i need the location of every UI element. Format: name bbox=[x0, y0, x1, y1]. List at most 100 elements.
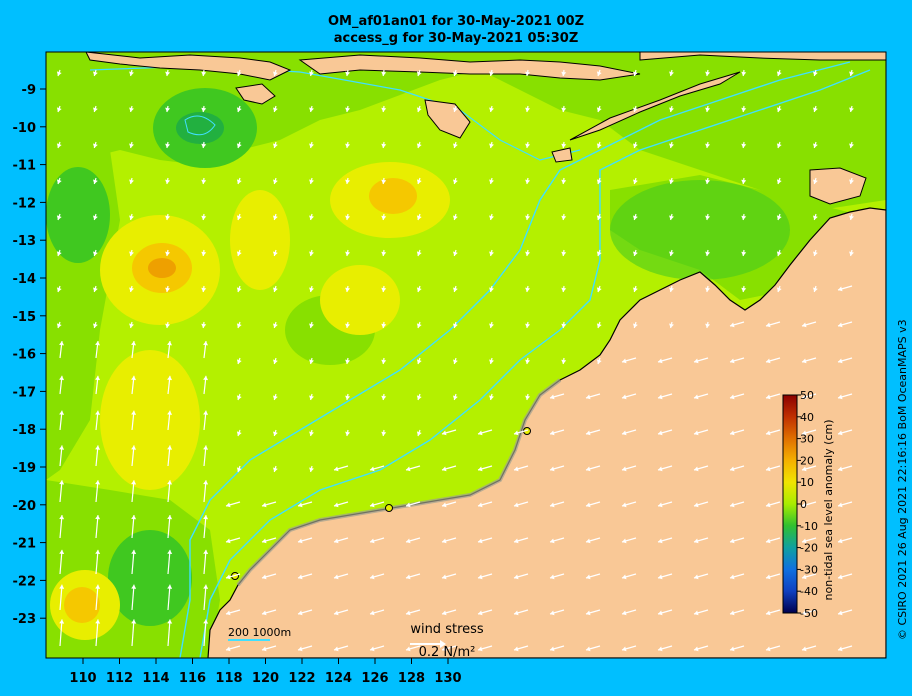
wind-arrow bbox=[201, 321, 207, 329]
wind-arrow bbox=[657, 537, 673, 544]
wind-arrow bbox=[477, 645, 493, 652]
lon-tick-label: 112 bbox=[106, 671, 133, 686]
wind-arrow bbox=[812, 105, 818, 113]
wind-arrow bbox=[741, 177, 747, 185]
wind-arrow bbox=[129, 141, 134, 149]
wind-arrow bbox=[776, 177, 782, 185]
colorbar: 50 40 30 20 10 0 -10 -20 -30 -40 -50 non-tidal sea… bbox=[782, 389, 835, 620]
wind-arrow bbox=[525, 213, 531, 221]
wind-arrow bbox=[272, 393, 278, 401]
wind-arrow bbox=[693, 537, 709, 544]
wind-arrow bbox=[261, 645, 277, 652]
wind-arrow bbox=[59, 340, 65, 359]
wind-arrow bbox=[561, 285, 567, 293]
wind-stress-value: 0.2 N/m² bbox=[419, 645, 476, 660]
wind-arrow bbox=[837, 321, 853, 328]
colorbar-tick-label: 0 bbox=[800, 498, 807, 511]
wind-arrow bbox=[369, 609, 385, 616]
wind-arrow bbox=[549, 537, 565, 544]
wind-arrow bbox=[167, 515, 173, 539]
wind-arrow bbox=[705, 177, 711, 185]
wind-arrow bbox=[765, 573, 781, 580]
wind-arrow bbox=[477, 537, 493, 544]
wind-arrow bbox=[56, 69, 62, 77]
wind-arrow bbox=[812, 213, 818, 221]
wind-arrow bbox=[729, 501, 745, 508]
wind-arrow bbox=[236, 249, 242, 257]
wind-arrow bbox=[801, 321, 817, 328]
wind-arrow bbox=[309, 105, 314, 113]
eddy-darkgreen-north-core bbox=[176, 112, 224, 144]
wind-arrow bbox=[729, 429, 745, 436]
map-panel bbox=[46, 52, 886, 658]
wind-arrow bbox=[776, 141, 782, 149]
wind-arrow bbox=[129, 285, 134, 293]
wind-arrow bbox=[621, 357, 637, 364]
wind-arrow bbox=[489, 213, 494, 221]
island-flores bbox=[298, 54, 641, 81]
wind-arrow bbox=[297, 537, 313, 544]
wind-arrow bbox=[585, 645, 601, 652]
wind-arrow bbox=[489, 105, 494, 113]
wind-arrow bbox=[167, 410, 173, 431]
wind-arrow bbox=[525, 249, 531, 257]
wind-arrow bbox=[416, 249, 422, 257]
wind-arrow bbox=[59, 515, 65, 539]
wind-arrow bbox=[561, 105, 567, 113]
wind-arrow bbox=[129, 177, 134, 185]
wind-arrow bbox=[167, 584, 173, 611]
wind-arrow bbox=[561, 321, 567, 329]
wind-arrow bbox=[165, 213, 171, 221]
wind-arrow bbox=[261, 537, 277, 544]
wind-arrow bbox=[489, 357, 494, 365]
wind-arrow bbox=[632, 105, 638, 113]
colorbar-tick-label: 40 bbox=[800, 411, 814, 424]
wind-arrow bbox=[92, 141, 98, 149]
wind-arrow bbox=[585, 465, 601, 472]
wind-arrow bbox=[272, 429, 278, 437]
wind-arrow bbox=[236, 321, 242, 329]
wind-arrow bbox=[693, 429, 709, 436]
wind-arrow bbox=[369, 537, 385, 544]
wind-arrow bbox=[513, 573, 529, 580]
wind-arrow bbox=[92, 177, 98, 185]
wind-arrow bbox=[765, 645, 781, 652]
anomaly-yellow-south bbox=[100, 350, 200, 490]
wind-arrow bbox=[381, 321, 387, 329]
wind-arrow bbox=[585, 393, 601, 400]
colorbar-tick-label: 20 bbox=[800, 454, 814, 467]
wind-arrow bbox=[513, 429, 529, 436]
wind-arrow bbox=[129, 213, 134, 221]
wind-arrow bbox=[92, 213, 98, 221]
wind-arrow bbox=[95, 340, 101, 359]
wind-arrow bbox=[477, 573, 493, 580]
latitude-axis: -9 -10 -11 -12 -13 -14 -15 -16 -17 -18 -19 -20 -21 -2… bbox=[13, 83, 46, 627]
wind-arrow bbox=[345, 357, 351, 365]
lon-tick-label: 114 bbox=[142, 671, 169, 686]
wind-arrow bbox=[92, 249, 98, 257]
colorbar-tick-label: -30 bbox=[800, 563, 818, 576]
wind-arrow bbox=[416, 177, 422, 185]
wind-arrow bbox=[765, 321, 781, 328]
wind-arrow bbox=[776, 285, 782, 293]
depth-legend-label: 200 1000m bbox=[228, 626, 291, 639]
colorbar-tick-label: 30 bbox=[800, 433, 814, 446]
wind-arrow bbox=[369, 645, 385, 652]
wind-arrow bbox=[441, 645, 457, 652]
wind-arrow bbox=[236, 429, 242, 437]
lat-tick-label: -9 bbox=[22, 83, 36, 98]
wind-arrow bbox=[272, 357, 278, 365]
wind-arrow bbox=[345, 213, 351, 221]
lat-tick-label: -11 bbox=[13, 159, 37, 174]
wind-arrow bbox=[669, 249, 674, 257]
wind-arrow bbox=[236, 465, 242, 473]
wind-arrow bbox=[441, 573, 457, 580]
wind-arrow bbox=[95, 410, 101, 431]
wind-arrow bbox=[236, 177, 242, 185]
wind-arrow bbox=[56, 213, 62, 221]
wind-arrow bbox=[741, 213, 747, 221]
wind-arrow bbox=[657, 573, 673, 580]
wind-arrow bbox=[596, 141, 602, 149]
wind-arrow bbox=[165, 321, 171, 329]
lon-tick-label: 130 bbox=[434, 671, 461, 686]
